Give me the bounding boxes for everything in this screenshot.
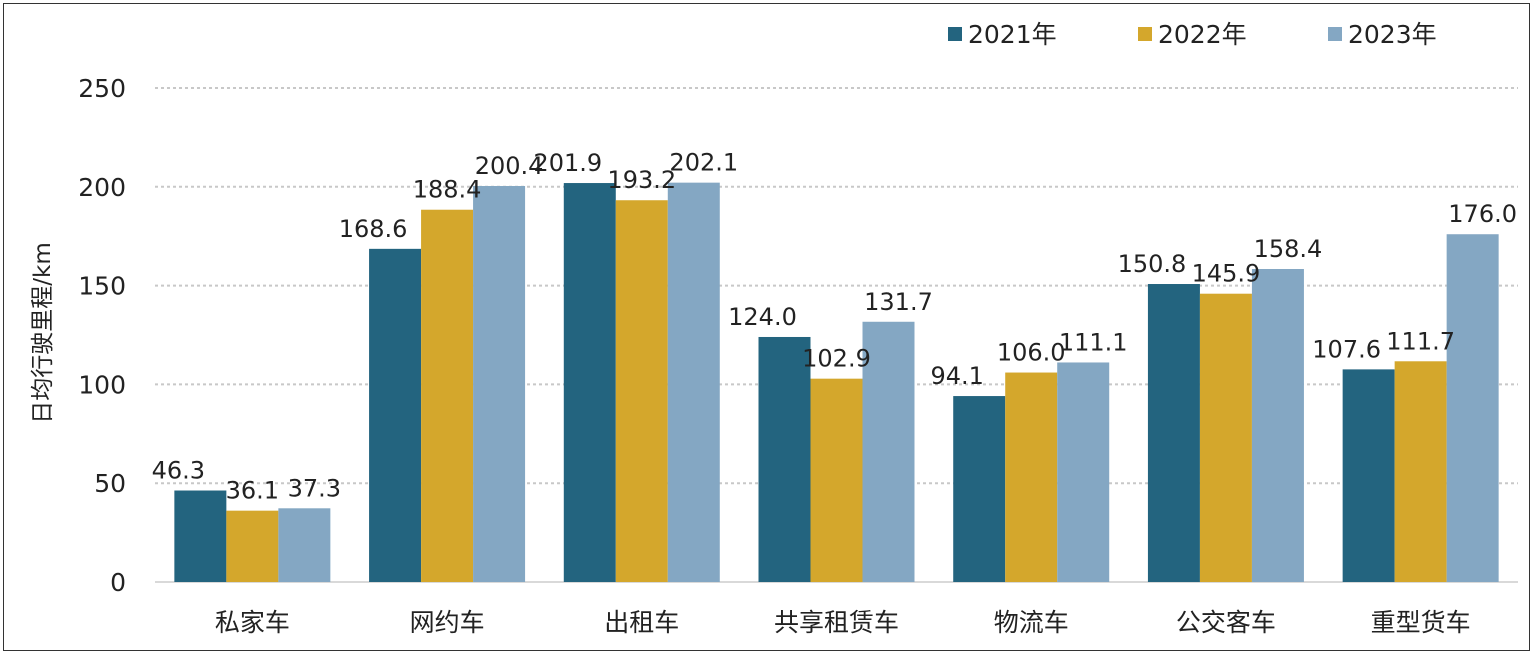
bar	[1251, 269, 1304, 582]
y-tick-label: 100	[78, 370, 126, 399]
data-labels: 46.3 36.1 37.3 168.6188.4200.4201.9193.2202…	[152, 149, 1517, 505]
bar	[421, 209, 474, 582]
data-label: 37.3	[288, 474, 341, 502]
bar	[1005, 372, 1058, 582]
data-label: 111.1	[1059, 328, 1128, 356]
bar	[615, 200, 668, 582]
data-label: 124.0	[728, 303, 797, 331]
bar	[226, 510, 279, 582]
data-label: 158.4	[1254, 235, 1323, 263]
data-label: 176.0	[1448, 200, 1517, 228]
legend-label: 2021年	[968, 20, 1057, 49]
data-label: 46.3	[152, 457, 205, 485]
legend-swatch	[1138, 27, 1152, 41]
data-label: 107.6	[1312, 335, 1381, 363]
y-tick-label: 50	[94, 469, 126, 498]
data-label: 168.6	[339, 215, 408, 243]
bars	[174, 182, 1499, 583]
bar	[1342, 369, 1395, 582]
bar	[1147, 284, 1200, 582]
x-category-label: 重型货车	[1371, 608, 1471, 637]
data-label: 200.4	[475, 152, 544, 180]
data-label: 111.7	[1386, 327, 1455, 355]
y-tick-label: 0	[110, 568, 126, 597]
data-label: 188.4	[413, 176, 482, 204]
data-label: 106.0	[997, 339, 1066, 367]
legend: 2021年 2022年 2023年	[948, 20, 1437, 49]
bar	[667, 182, 720, 583]
bar	[1199, 293, 1252, 582]
y-axis-ticks: 0 50 100 150 200 250	[78, 74, 126, 597]
x-category-label: 网约车	[410, 608, 485, 637]
legend-label: 2023年	[1348, 20, 1437, 49]
data-label: 145.9	[1192, 260, 1261, 288]
data-label: 193.2	[607, 166, 676, 194]
y-axis-title: 日均行驶里程/km	[30, 242, 56, 423]
legend-swatch	[948, 27, 962, 41]
legend-swatch	[1328, 27, 1342, 41]
bar	[563, 183, 616, 582]
bar	[1057, 362, 1110, 582]
y-tick-label: 150	[78, 272, 126, 301]
bar	[369, 248, 422, 582]
bar	[758, 336, 811, 582]
y-tick-label: 200	[78, 173, 126, 202]
bar	[862, 321, 915, 582]
x-category-label: 公交客车	[1176, 608, 1276, 637]
bar	[174, 490, 227, 582]
data-label: 150.8	[1118, 250, 1187, 278]
bar	[1446, 234, 1499, 582]
legend-label: 2022年	[1158, 20, 1247, 49]
x-category-label: 共享租赁车	[774, 608, 899, 637]
bar	[473, 186, 526, 583]
x-axis-categories: 私家车 网约车 出租车 共享租赁车 物流车 公交客车 重型货车	[215, 608, 1471, 637]
bar	[1394, 361, 1447, 582]
x-category-label: 私家车	[215, 608, 290, 637]
data-label: 94.1	[930, 362, 983, 390]
data-label: 202.1	[669, 149, 738, 177]
data-label: 201.9	[533, 149, 602, 177]
bar	[278, 508, 331, 582]
bar	[953, 396, 1006, 582]
data-label: 102.9	[802, 345, 871, 373]
x-category-label: 出租车	[604, 608, 679, 637]
x-category-label: 物流车	[994, 608, 1069, 637]
data-label: 36.1	[226, 477, 279, 505]
y-tick-label: 250	[78, 74, 126, 103]
data-label: 131.7	[864, 288, 933, 316]
bar	[810, 378, 863, 582]
